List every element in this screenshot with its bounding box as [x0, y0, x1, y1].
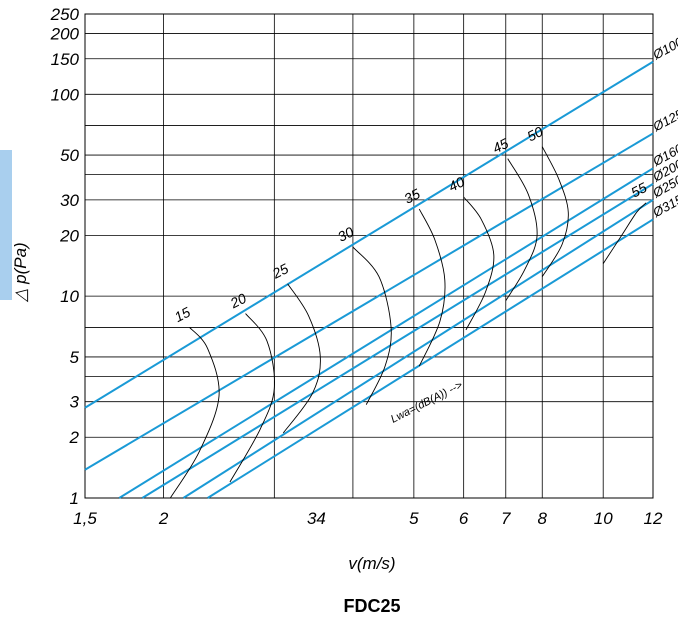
noise-curve [352, 246, 392, 405]
y-tick-label: 5 [70, 348, 80, 367]
diameter-line [182, 199, 654, 499]
noise-curve [602, 202, 647, 264]
x-tick-label: 1,5 [73, 509, 97, 528]
diameter-line [84, 60, 654, 409]
diameter-line [118, 167, 654, 499]
noise-curve-label: 35 [401, 185, 422, 206]
plot-frame [84, 13, 654, 499]
y-tick-label: 50 [60, 146, 79, 165]
y-tick-label: 3 [70, 393, 80, 412]
x-tick-label: 34 [307, 509, 326, 528]
x-tick-label: 6 [459, 509, 469, 528]
noise-curve [282, 283, 321, 434]
y-axis-title: △ p(Pa) [11, 242, 30, 302]
diameter-line [207, 218, 654, 499]
chart-title: FDC25 [343, 596, 400, 616]
x-tick-labels: 1,5 2 34 5 6 7 8 10 12 [73, 509, 663, 528]
y-axis-side-bar [0, 150, 12, 300]
noise-curve-label: 25 [269, 260, 291, 282]
x-tick-label: 8 [538, 509, 548, 528]
noise-curve [418, 208, 446, 367]
diameter-lines [84, 60, 654, 499]
y-tick-label: 30 [60, 191, 79, 210]
noise-curve-labels: 15 20 25 30 35 40 45 50 55 [172, 123, 650, 325]
noise-curve [229, 313, 275, 483]
y-tick-label: 150 [51, 50, 80, 69]
diameter-line [84, 132, 654, 471]
x-tick-label: 2 [158, 509, 169, 528]
x-tick-label: 10 [594, 509, 613, 528]
noise-curve [505, 158, 538, 301]
diameter-label: Ø125 [650, 106, 678, 135]
diameter-line [141, 183, 654, 499]
diameter-label: Ø100 [649, 34, 678, 63]
noise-curve-label: 40 [446, 173, 467, 194]
y-tick-label: 10 [60, 287, 79, 306]
noise-curve [463, 196, 495, 331]
grid [84, 13, 654, 499]
noise-curve-label: 20 [227, 290, 249, 312]
noise-level-label: Lwa=(dB(A)) --> [389, 379, 465, 426]
noise-curve-label: 15 [172, 304, 193, 325]
y-tick-label: 2 [69, 428, 80, 447]
y-tick-label: 200 [50, 25, 80, 44]
y-tick-label: 250 [50, 5, 80, 24]
y-tick-label: 20 [59, 226, 79, 245]
y-tick-label: 100 [51, 85, 80, 104]
y-tick-label: 1 [70, 489, 79, 508]
noise-curve-label: 55 [628, 179, 649, 200]
noise-curves [169, 146, 647, 499]
noise-curve-label: 50 [524, 123, 545, 144]
x-tick-label: 5 [409, 509, 419, 528]
x-tick-label: 7 [501, 509, 511, 528]
x-tick-label: 12 [644, 509, 663, 528]
x-axis-title: v(m/s) [348, 554, 395, 573]
noise-curve [541, 146, 569, 277]
noise-curve-label: 45 [490, 135, 511, 156]
noise-curve [169, 327, 220, 499]
noise-curve-label: 30 [335, 223, 356, 244]
